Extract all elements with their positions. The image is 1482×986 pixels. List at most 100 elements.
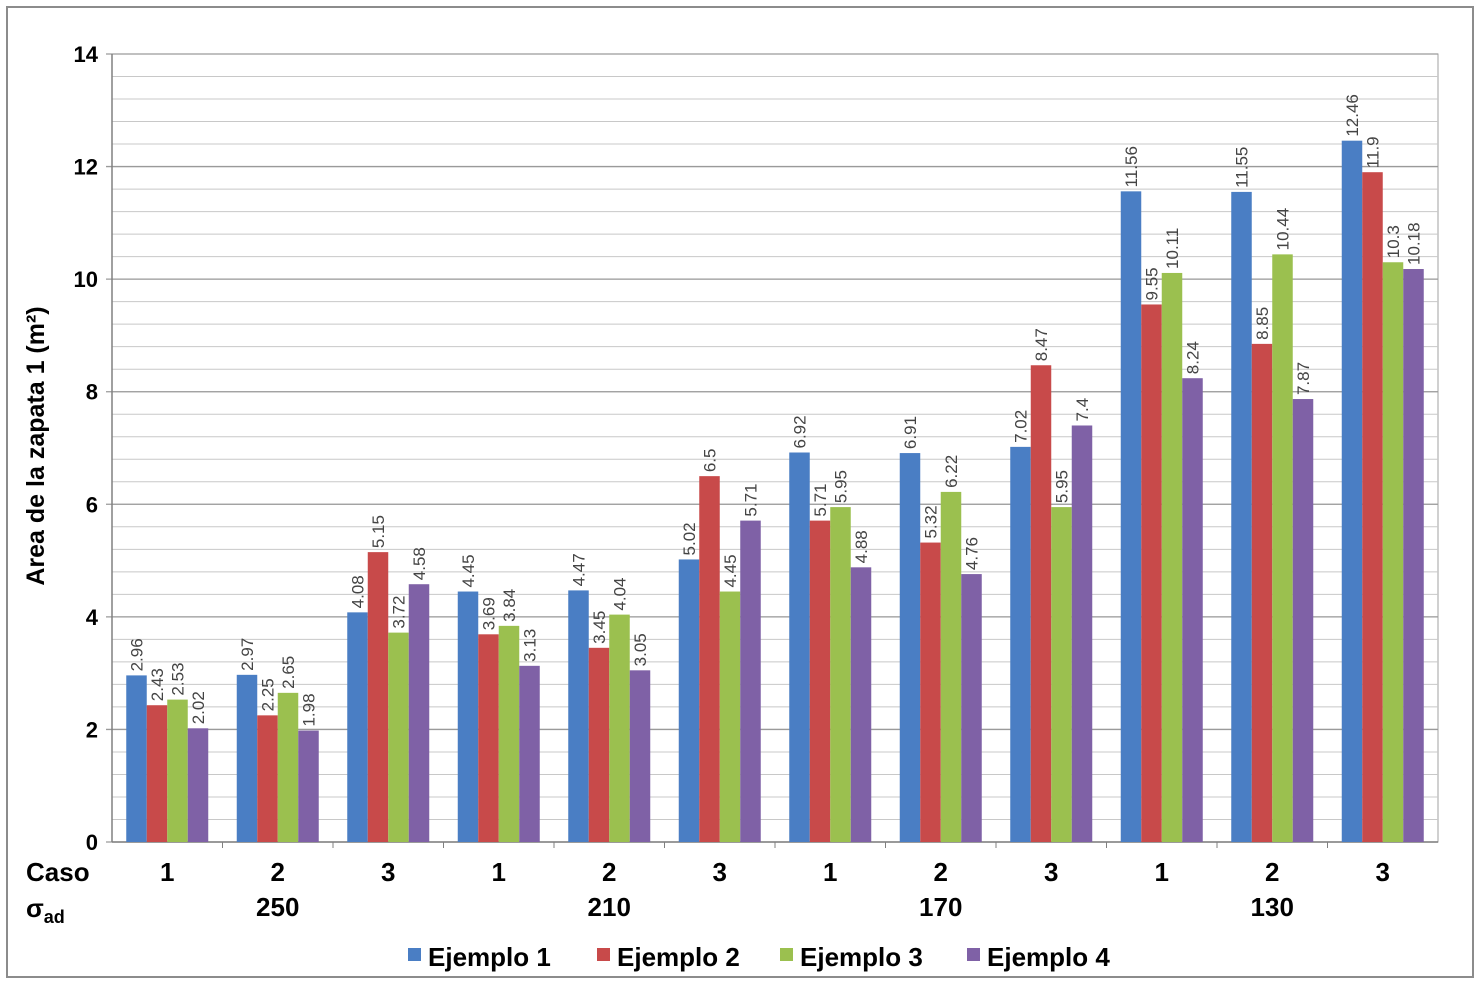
data-label: 3.84: [500, 589, 519, 622]
bar: [1272, 254, 1293, 842]
y-tick-label: 10: [74, 267, 98, 292]
x-category-label: 3: [1376, 857, 1390, 887]
data-label: 4.08: [349, 575, 368, 608]
data-label: 4.58: [410, 547, 429, 580]
data-label: 5.15: [369, 515, 388, 548]
bar: [899, 453, 921, 842]
bar: [187, 728, 209, 842]
data-label: 5.32: [922, 505, 941, 538]
legend: Ejemplo 1 Ejemplo 2 Ejemplo 3 Ejemplo 4: [408, 942, 1110, 972]
x-category-label: 2: [271, 857, 285, 887]
bar: [519, 665, 540, 842]
legend-swatch: [408, 948, 421, 961]
bar: [1182, 378, 1203, 842]
bar: [408, 584, 430, 842]
bar: [588, 647, 610, 842]
data-label: 6.22: [942, 455, 961, 488]
data-label: 7.4: [1073, 398, 1092, 422]
legend-label: Ejemplo 2: [617, 942, 740, 972]
data-label: 5.02: [680, 522, 699, 555]
plot-area: [111, 53, 1439, 843]
bar: [367, 552, 389, 842]
data-label: 4.88: [852, 530, 871, 563]
y-tick-label: 2: [86, 717, 98, 742]
data-label: 5.95: [832, 470, 851, 503]
x-category-label: 3: [1044, 857, 1058, 887]
bar: [298, 730, 319, 842]
sigma-subscript: ad: [44, 907, 65, 927]
data-label: 6.5: [701, 449, 720, 473]
data-label: 2.02: [189, 691, 208, 724]
bar: [1010, 446, 1031, 842]
caso-row-label: Caso: [26, 857, 90, 887]
data-label: 6.91: [901, 416, 920, 449]
data-label: 3.05: [631, 633, 650, 666]
data-label: 11.56: [1122, 146, 1141, 187]
bar: [609, 614, 630, 842]
bar: [457, 591, 479, 842]
bar: [167, 699, 188, 842]
bar: [498, 625, 520, 842]
bar: [789, 452, 810, 842]
bar: [277, 692, 299, 842]
bar: [1251, 343, 1273, 842]
x-group-label: 250: [256, 892, 299, 922]
data-label: 2.53: [169, 663, 188, 696]
data-label: 2.25: [259, 678, 278, 711]
data-label: 1.98: [300, 693, 319, 726]
data-label: 4.45: [721, 554, 740, 587]
x-group-label: 170: [919, 892, 962, 922]
bar: [850, 567, 872, 842]
data-label: 4.45: [459, 554, 478, 587]
data-label: 7.02: [1012, 410, 1031, 443]
bar: [1071, 425, 1093, 842]
legend-label: Ejemplo 1: [428, 942, 551, 972]
data-label: 8.47: [1032, 328, 1051, 361]
y-tick-label: 0: [86, 830, 98, 855]
x-category-label: 2: [602, 857, 616, 887]
bar: [740, 520, 761, 842]
bar: [1362, 172, 1383, 842]
data-label: 4.76: [963, 537, 982, 570]
bar: [719, 591, 741, 842]
sigma-row-label: σad: [26, 893, 65, 927]
bar: [478, 634, 499, 842]
data-label: 2.65: [279, 656, 298, 689]
data-label: 8.24: [1184, 341, 1203, 374]
bar: [1030, 365, 1052, 842]
data-label: 3.72: [390, 596, 409, 629]
sigma-symbol: σ: [26, 893, 44, 923]
x-category-label: 3: [381, 857, 395, 887]
data-label: 10.11: [1163, 228, 1182, 269]
legend-swatch: [967, 948, 980, 961]
data-label: 5.95: [1053, 470, 1072, 503]
bar: [830, 507, 851, 842]
data-label: 9.55: [1143, 267, 1162, 300]
legend-label: Ejemplo 4: [987, 942, 1110, 972]
data-label: 12.46: [1343, 94, 1362, 137]
y-tick-label: 12: [74, 155, 98, 180]
x-group-label: 130: [1251, 892, 1294, 922]
x-categories: 1 2 3 1 2 3 1 2 3 1 2 3 250 210 170 130: [160, 857, 1390, 922]
bar: [1292, 399, 1314, 842]
grid-lines: [106, 53, 1439, 843]
data-labels: 2.96 2.97 4.08 4.45 4.47 5.02 6.92 6.91 7.02 11.5…: [128, 94, 1424, 726]
data-label: 3.45: [590, 611, 609, 644]
y-tick-label: 14: [74, 42, 99, 67]
x-category-label: 1: [492, 857, 506, 887]
y-tick-label: 4: [86, 605, 99, 630]
bar: [961, 574, 982, 842]
data-label: 10.44: [1274, 208, 1293, 251]
bar: [940, 491, 962, 842]
data-label: 10.18: [1405, 222, 1424, 265]
data-label: 5.71: [811, 484, 830, 517]
data-label: 11.55: [1233, 147, 1252, 188]
x-category-label: 2: [934, 857, 948, 887]
bars: [126, 140, 1424, 842]
data-label: 6.92: [791, 415, 810, 448]
bar: [236, 674, 258, 842]
data-label: 2.96: [128, 638, 147, 671]
data-label: 11.9: [1364, 136, 1383, 168]
bar: [809, 520, 831, 842]
